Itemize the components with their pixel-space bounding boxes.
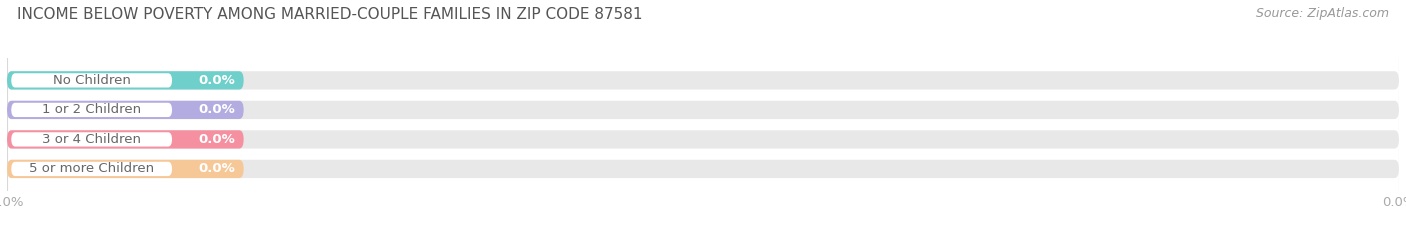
FancyBboxPatch shape (11, 132, 172, 147)
FancyBboxPatch shape (7, 160, 243, 178)
FancyBboxPatch shape (11, 103, 172, 117)
Text: 0.0%: 0.0% (198, 162, 235, 175)
FancyBboxPatch shape (7, 71, 1399, 89)
FancyBboxPatch shape (7, 71, 243, 89)
Text: 1 or 2 Children: 1 or 2 Children (42, 103, 141, 116)
FancyBboxPatch shape (11, 162, 172, 176)
Text: No Children: No Children (52, 74, 131, 87)
Text: Source: ZipAtlas.com: Source: ZipAtlas.com (1256, 7, 1389, 20)
Text: 0.0%: 0.0% (198, 133, 235, 146)
FancyBboxPatch shape (7, 160, 1399, 178)
Text: 3 or 4 Children: 3 or 4 Children (42, 133, 141, 146)
FancyBboxPatch shape (7, 130, 243, 149)
Text: 5 or more Children: 5 or more Children (30, 162, 155, 175)
FancyBboxPatch shape (11, 73, 172, 88)
Text: INCOME BELOW POVERTY AMONG MARRIED-COUPLE FAMILIES IN ZIP CODE 87581: INCOME BELOW POVERTY AMONG MARRIED-COUPL… (17, 7, 643, 22)
Text: 0.0%: 0.0% (198, 74, 235, 87)
Text: 0.0%: 0.0% (198, 103, 235, 116)
FancyBboxPatch shape (7, 130, 1399, 149)
FancyBboxPatch shape (7, 101, 243, 119)
FancyBboxPatch shape (7, 101, 1399, 119)
